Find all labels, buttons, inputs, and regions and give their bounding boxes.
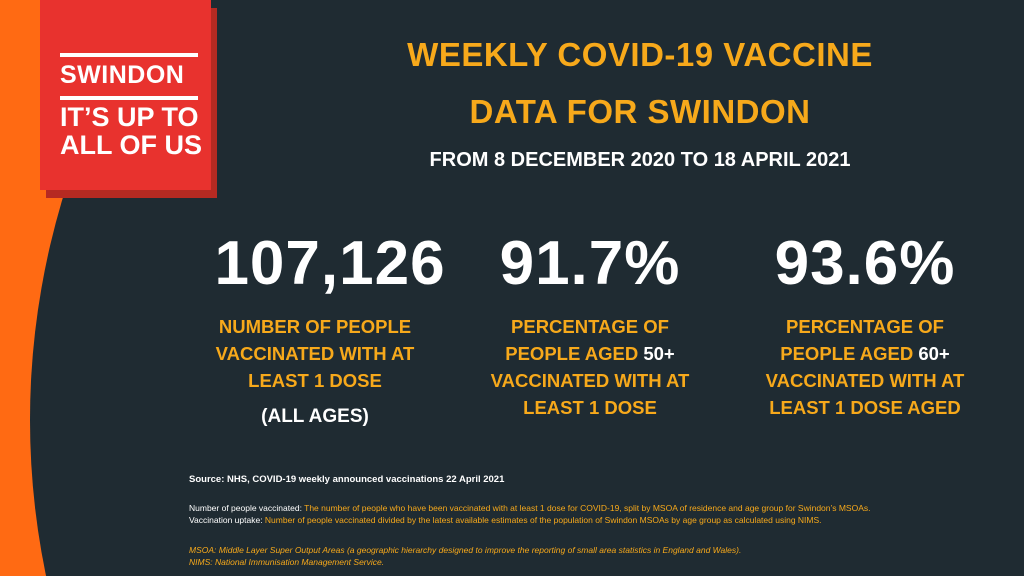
stat-people-vaccinated-label: NUMBER OF PEOPLE VACCINATED WITH AT LEAS… bbox=[185, 313, 445, 394]
desc-prefix: PEOPLE AGED bbox=[505, 343, 644, 364]
page-title-line-2: DATA FOR SWINDON bbox=[469, 93, 811, 130]
stat-people-vaccinated: 107,126 bbox=[214, 229, 446, 298]
definition-line: NIMS: National Immunisation Management S… bbox=[189, 557, 385, 567]
desc-line: VACCINATED WITH AT bbox=[490, 370, 690, 391]
desc-line: VACCINATED WITH AT bbox=[215, 343, 415, 364]
stat-uptake-50-plus: 91.7% bbox=[499, 229, 681, 298]
desc-line: VACCINATED WITH AT bbox=[765, 370, 965, 391]
logo-divider-bottom bbox=[60, 96, 198, 100]
logo-line-2: IT’S UP TO ALL OF US bbox=[60, 103, 210, 159]
all-ages-note: (ALL AGES) bbox=[261, 406, 369, 427]
definition-line: MSOA: Middle Layer Super Output Areas (a… bbox=[189, 545, 742, 555]
logo-line-1: SWINDON bbox=[60, 61, 185, 89]
note-value: Number of people vaccinated divided by t… bbox=[264, 515, 822, 525]
note-key: Vaccination uptake: bbox=[189, 515, 265, 525]
desc-line: LEAST 1 DOSE bbox=[248, 370, 382, 391]
desc-line: NUMBER OF PEOPLE bbox=[218, 316, 412, 337]
swindon-logo: SWINDON IT’S UP TO ALL OF US bbox=[40, 0, 211, 190]
note-value: The number of people who have been vacci… bbox=[304, 503, 871, 513]
desc-prefix: PEOPLE AGED bbox=[780, 343, 919, 364]
desc-line: LEAST 1 DOSE bbox=[523, 397, 657, 418]
age-group: 60+ bbox=[918, 343, 950, 364]
source-citation: Source: NHS, COVID-19 weekly announced v… bbox=[189, 474, 505, 485]
desc-line: PERCENTAGE OF bbox=[511, 316, 669, 337]
desc-line: PEOPLE AGED 50+ bbox=[460, 340, 720, 367]
note-line: Vaccination uptake: Number of people vac… bbox=[189, 514, 1009, 526]
stat-uptake-60-plus: 93.6% bbox=[774, 229, 956, 298]
desc-line: LEAST 1 DOSE AGED bbox=[769, 397, 961, 418]
logo-line-2b: ALL OF US bbox=[60, 130, 203, 160]
abbreviation-definitions: MSOA: Middle Layer Super Output Areas (a… bbox=[189, 544, 1009, 568]
stat-uptake-50-plus-label: PERCENTAGE OF PEOPLE AGED 50+ VACCINATED… bbox=[460, 313, 720, 421]
page-title-line-1: WEEKLY COVID-19 VACCINE bbox=[407, 36, 873, 73]
definitions-notes: Number of people vaccinated: The number … bbox=[189, 502, 1009, 526]
logo-line-2a: IT’S UP TO bbox=[60, 102, 199, 132]
desc-line: PERCENTAGE OF bbox=[786, 316, 944, 337]
note-key: Number of people vaccinated: bbox=[189, 503, 305, 513]
age-group: 50+ bbox=[643, 343, 675, 364]
stat-uptake-60-plus-label: PERCENTAGE OF PEOPLE AGED 60+ VACCINATED… bbox=[735, 313, 995, 421]
logo-divider-top bbox=[60, 53, 198, 57]
desc-line: PEOPLE AGED 60+ bbox=[735, 340, 995, 367]
date-range: FROM 8 DECEMBER 2020 TO 18 APRIL 2021 bbox=[429, 149, 851, 171]
note-line: Number of people vaccinated: The number … bbox=[189, 502, 1009, 514]
